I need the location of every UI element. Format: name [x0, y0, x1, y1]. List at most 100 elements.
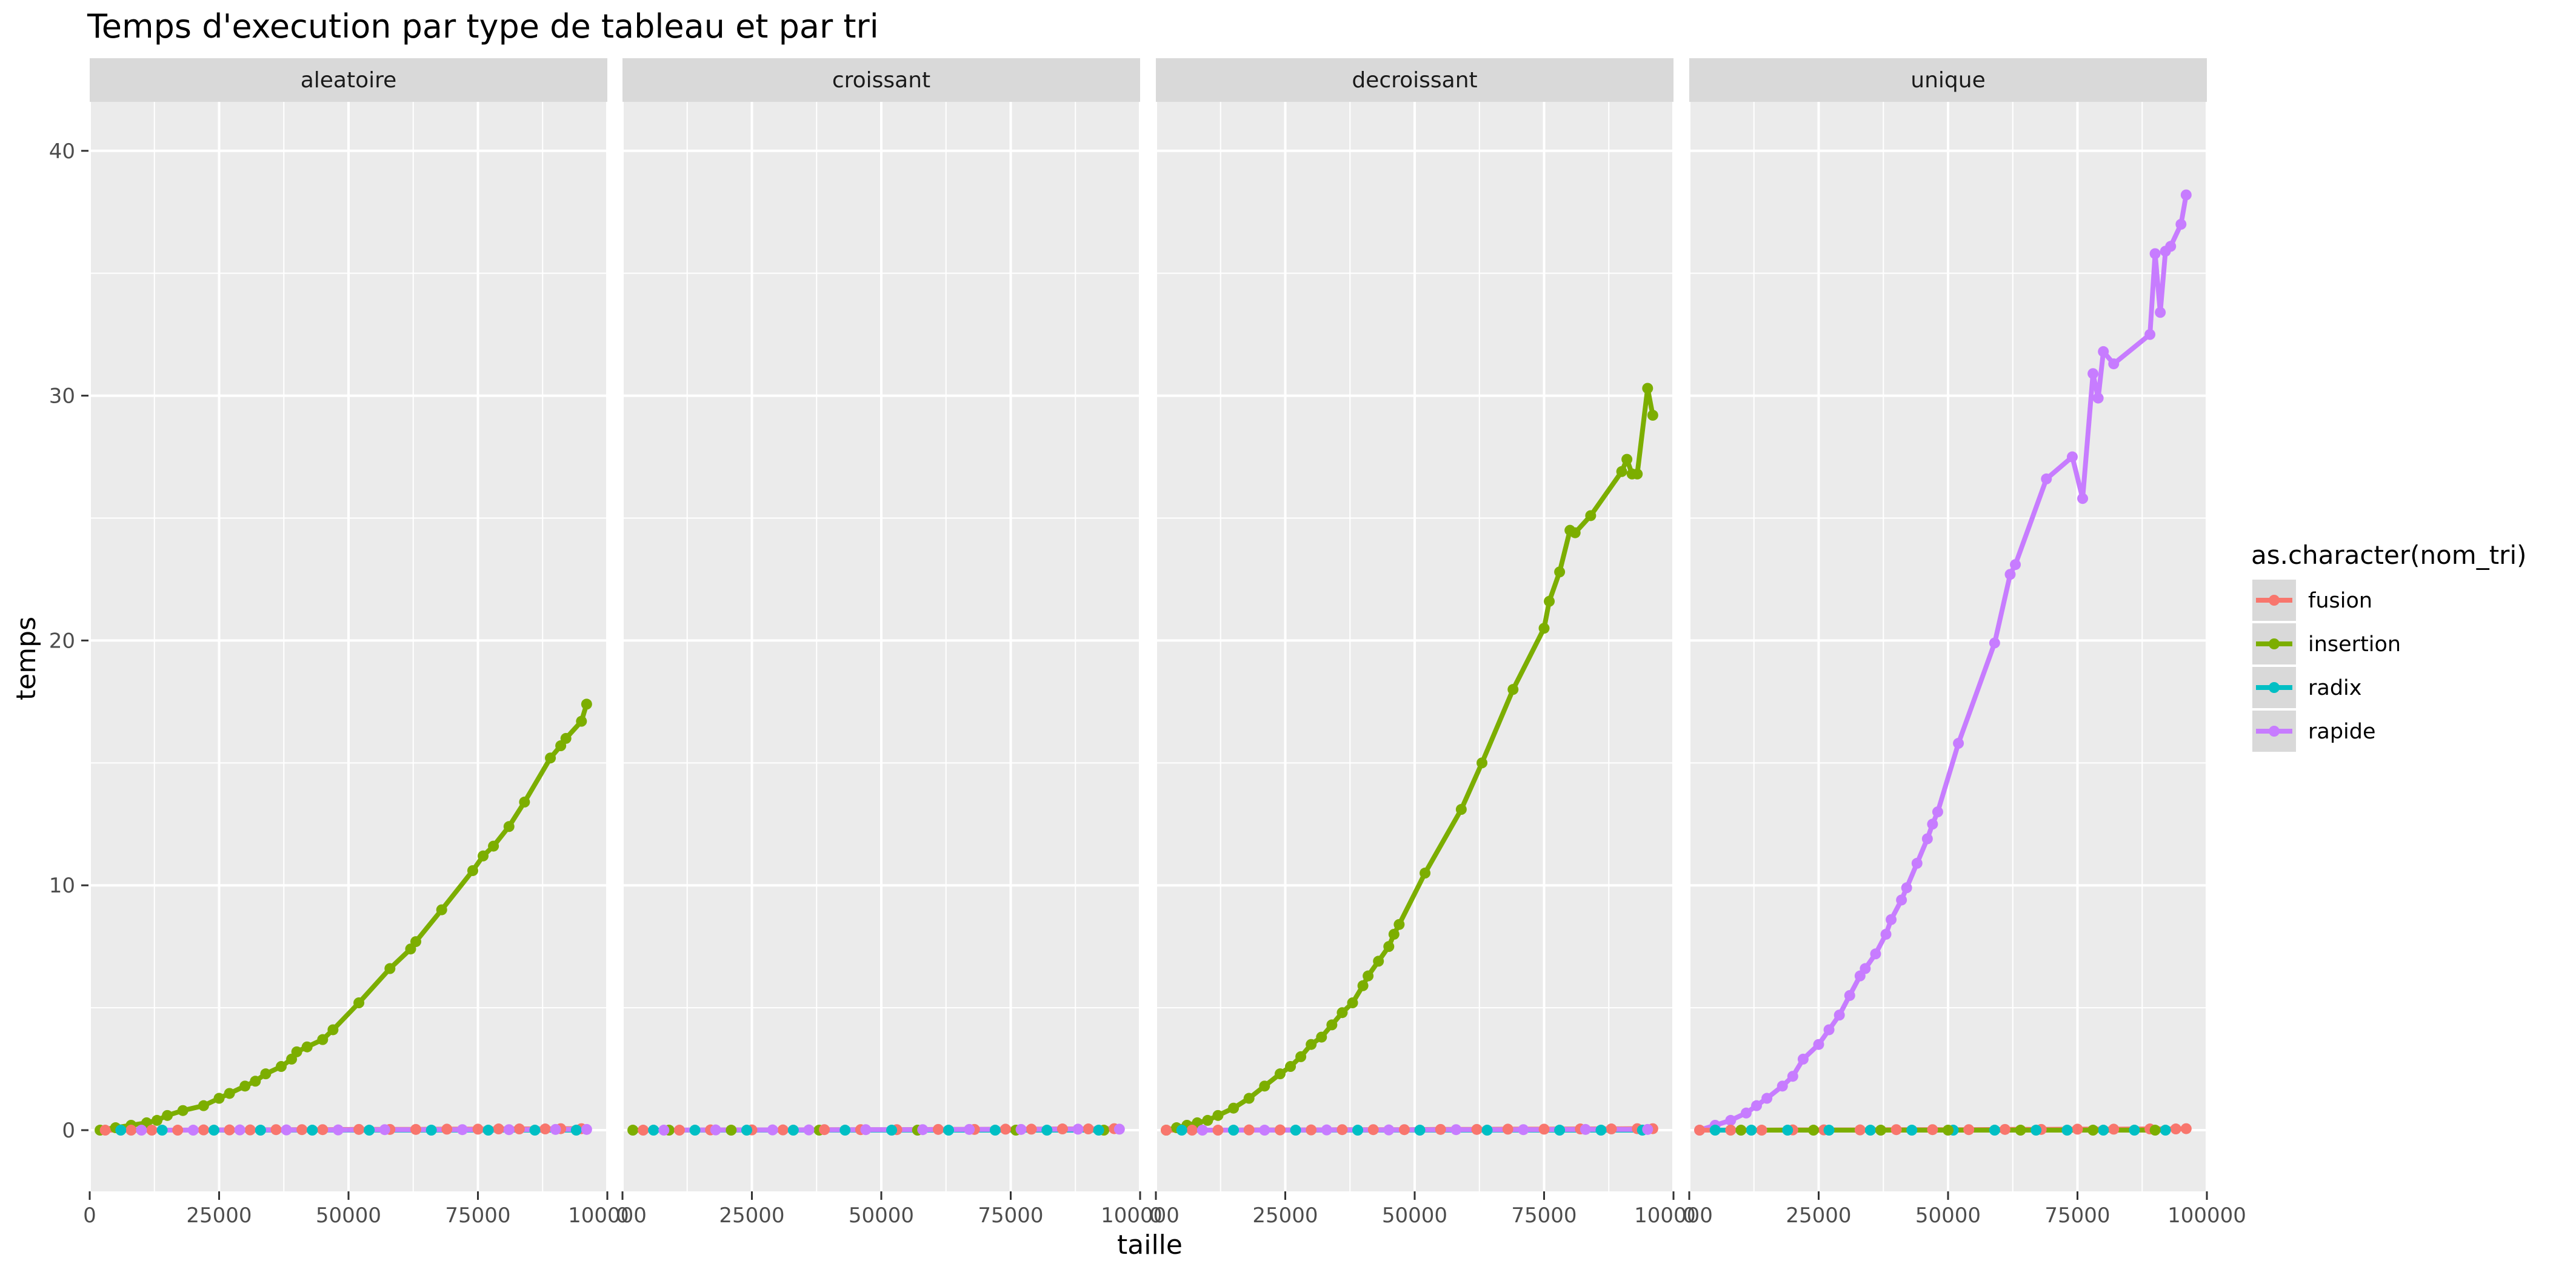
point-insertion — [519, 796, 530, 808]
point-fusion — [1243, 1124, 1255, 1136]
point-rapide — [1072, 1123, 1084, 1135]
point-rapide — [1518, 1124, 1529, 1136]
point-rapide — [1932, 806, 1943, 818]
point-radix — [208, 1125, 219, 1136]
point-fusion — [270, 1124, 282, 1136]
point-fusion — [1367, 1124, 1379, 1136]
point-insertion — [1621, 454, 1633, 465]
point-insertion — [275, 1061, 287, 1073]
point-rapide — [581, 1123, 592, 1135]
point-rapide — [2175, 218, 2187, 230]
point-radix — [307, 1125, 318, 1136]
point-rapide — [2066, 451, 2078, 463]
point-insertion — [1538, 623, 1550, 634]
facet-strip — [1156, 58, 1673, 102]
point-insertion — [410, 936, 422, 948]
point-rapide — [1725, 1114, 1737, 1126]
y-tick-label: 20 — [49, 629, 75, 653]
point-radix — [1989, 1125, 2000, 1136]
point-fusion — [819, 1124, 830, 1136]
point-fusion — [1502, 1123, 1513, 1135]
x-tick-label: 50000 — [1382, 1203, 1447, 1228]
point-rapide — [136, 1125, 147, 1136]
point-rapide — [1383, 1124, 1395, 1136]
point-insertion — [239, 1080, 251, 1092]
point-fusion — [1963, 1124, 1975, 1136]
point-fusion — [1026, 1123, 1037, 1135]
x-tick-label: 75000 — [1511, 1203, 1577, 1228]
point-fusion — [146, 1125, 158, 1136]
point-insertion — [1383, 941, 1395, 952]
point-fusion — [441, 1123, 453, 1135]
x-tick-label: 50000 — [316, 1203, 381, 1228]
legend-key-point — [2269, 595, 2280, 606]
point-insertion — [162, 1110, 173, 1121]
x-tick-label: 75000 — [978, 1203, 1043, 1228]
point-rapide — [1321, 1124, 1332, 1136]
point-insertion — [384, 963, 396, 974]
point-radix — [570, 1125, 582, 1136]
point-insertion — [1632, 468, 1643, 480]
point-rapide — [234, 1124, 245, 1136]
x-tick-label: 100000 — [2167, 1203, 2246, 1228]
x-tick-label: 100000 — [568, 1203, 647, 1228]
point-insertion — [1420, 868, 1431, 879]
point-fusion — [244, 1124, 256, 1136]
point-rapide — [2041, 473, 2052, 484]
point-rapide — [1751, 1100, 1763, 1111]
point-insertion — [1202, 1114, 1213, 1126]
point-insertion — [1616, 466, 1627, 477]
point-insertion — [1455, 804, 1467, 815]
point-fusion — [1212, 1125, 1224, 1136]
point-rapide — [1896, 894, 1907, 906]
point-rapide — [710, 1124, 721, 1136]
point-insertion — [2087, 1125, 2099, 1136]
point-rapide — [187, 1125, 199, 1136]
point-rapide — [964, 1123, 975, 1135]
point-insertion — [581, 698, 592, 710]
legend-entries: fusion insertion radix rapide — [2252, 580, 2401, 752]
point-rapide — [281, 1124, 292, 1136]
point-fusion — [2170, 1123, 2181, 1135]
point-rapide — [767, 1124, 778, 1136]
x-axis-title: taille — [1117, 1230, 1183, 1260]
point-insertion — [1735, 1125, 1747, 1136]
point-fusion — [1336, 1124, 1348, 1136]
point-insertion — [503, 821, 515, 832]
point-insertion — [301, 1041, 313, 1053]
point-insertion — [560, 732, 572, 744]
point-fusion — [1083, 1123, 1094, 1135]
point-rapide — [1844, 989, 1855, 1001]
legend-label: rapide — [2308, 720, 2376, 744]
point-fusion — [638, 1125, 649, 1136]
point-insertion — [1243, 1093, 1255, 1104]
point-insertion — [1326, 1019, 1338, 1031]
facet-strip — [622, 58, 1140, 102]
point-fusion — [539, 1123, 551, 1135]
point-radix — [1823, 1125, 1835, 1136]
y-axis-title: temps — [11, 617, 42, 700]
point-rapide — [1113, 1123, 1125, 1135]
point-radix — [482, 1125, 494, 1136]
point-fusion — [1756, 1125, 1767, 1136]
point-fusion — [1890, 1124, 1902, 1136]
legend-label: insertion — [2308, 632, 2401, 657]
point-fusion — [224, 1124, 235, 1136]
x-tick-label: 0 — [1149, 1203, 1163, 1228]
point-radix — [2061, 1125, 2073, 1136]
point-rapide — [2108, 358, 2120, 370]
facet-panels: 0 10 20 30 40 aleatoire 0 25000 50000 75000 100000… — [49, 58, 2246, 1228]
point-rapide — [2077, 493, 2089, 504]
point-fusion — [673, 1125, 685, 1136]
point-rapide — [1580, 1123, 1591, 1135]
point-insertion — [1569, 527, 1581, 538]
point-fusion — [1927, 1124, 1938, 1136]
point-rapide — [2144, 329, 2156, 340]
point-fusion — [999, 1123, 1011, 1135]
point-insertion — [545, 752, 556, 764]
point-radix — [115, 1125, 127, 1136]
point-fusion — [1056, 1123, 1068, 1135]
point-insertion — [353, 997, 365, 1009]
point-radix — [425, 1125, 437, 1136]
